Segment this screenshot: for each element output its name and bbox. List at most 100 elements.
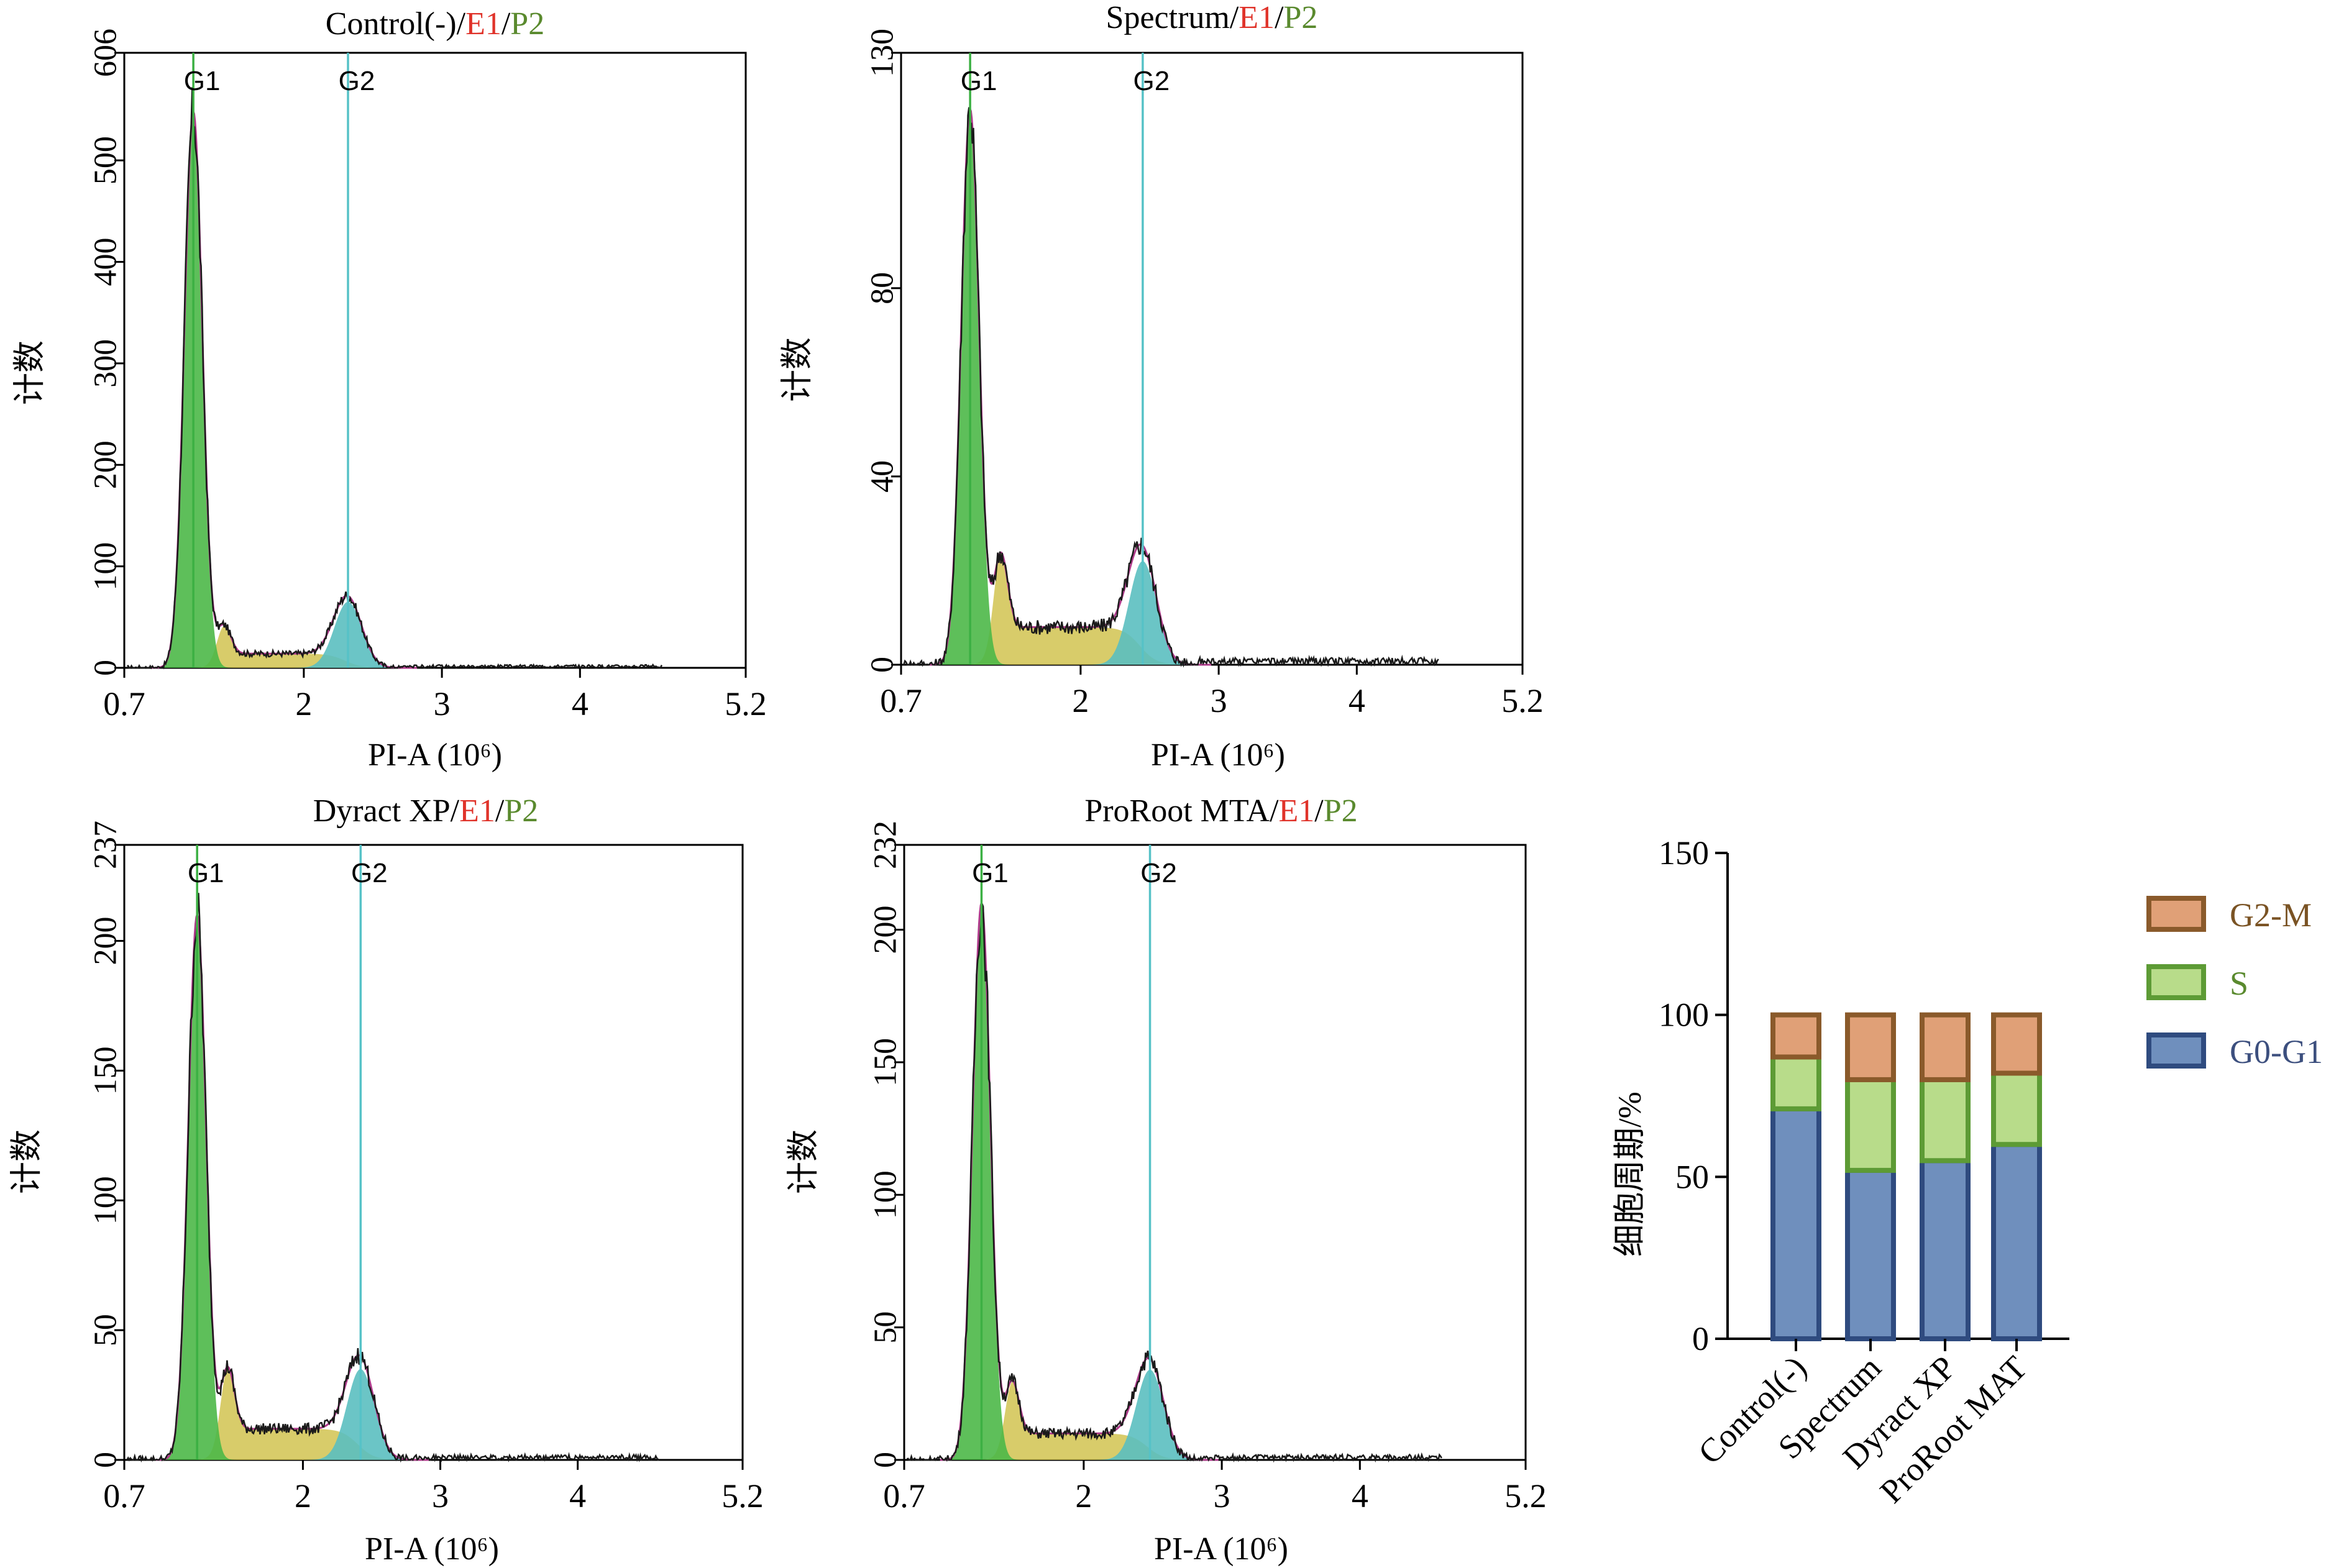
y-tick-label: 0 [1692,1320,1709,1357]
y-tick-label: 200 [88,917,124,965]
g2-gate-label: G2 [339,66,375,96]
x-tick-label: 2 [1072,682,1089,719]
bar-segment-s [1770,1054,1821,1111]
histogram-marks: 0.7 2 3 4 5.2 0 100 200 300 400 500 606 G1 G2 [88,29,767,722]
bar-segment-g0-g1 [1770,1106,1821,1342]
chart-title: Control(-)/E1/P2 [326,6,544,42]
y-tick-label: 200 [88,440,124,489]
s-phase-area [981,1382,1199,1460]
legend-label: S [2230,965,2248,1002]
title-p2: P2 [510,6,544,42]
y-tick-label: 150 [868,1038,904,1087]
x-tick-label: 3 [434,685,451,722]
y-tick-label: 40 [865,460,900,493]
x-tick-label: 4 [572,685,588,722]
y-tick-label: 300 [88,339,124,388]
title-e1: E1 [459,793,495,829]
x-tick-label: 2 [1075,1477,1092,1515]
y-tick-label: 0 [88,1452,124,1468]
g1-gate-label: G1 [184,66,221,96]
y-tick-label: 0 [868,1452,904,1468]
chart-title: Dyract XP/E1/P2 [313,793,539,829]
y-tick-label: 50 [88,1314,124,1346]
plot-frame [123,844,744,1461]
x-axis-label: PI-A (10⁶) [365,1531,499,1567]
y-axis-label: 计数 [12,340,48,405]
g1-gate-label: G1 [961,66,997,96]
y-tick-label: 500 [88,136,124,185]
x-axis-label: PI-A (10⁶) [1154,1531,1288,1567]
title-e1: E1 [1239,0,1275,35]
y-tick-label: 232 [868,821,904,869]
g2-gate-label: G2 [1133,66,1170,96]
y-tick-label: 100 [88,542,124,591]
histogram-line [127,87,663,670]
bar-segment-g2-m [1920,1012,1971,1082]
y-axis-label: 计数 [780,337,815,402]
x-axis-label: PI-A (10⁶) [1151,737,1285,773]
plot-frame [123,52,747,669]
y-tick-label: 100 [88,1176,124,1224]
legend-label: G2-M [2230,896,2312,934]
y-tick-label: 50 [1675,1158,1709,1195]
title-p2: P2 [504,793,538,829]
g2-gate-label: G2 [1140,858,1177,888]
legend-swatch [2146,1032,2206,1069]
histogram-control: 0.7 2 3 4 5.2 0 100 200 300 400 500 606 G1 G2 Control… [12,6,767,773]
x-tick-label: 4 [1352,1477,1368,1515]
x-tick-label: 5.2 [725,685,767,722]
bar-segment-g0-g1 [1845,1167,1896,1341]
g2-gate-label: G2 [351,858,388,888]
y-tick-label: 400 [88,238,124,286]
y-tick-label: 100 [1659,996,1709,1034]
bar-segment-s [1845,1077,1896,1173]
x-tick-label: 2 [295,685,312,722]
x-tick-label: 5.2 [1501,682,1544,719]
histogram-spectrum: 0.7 2 3 4 5.2 0 40 80 130 G1 G2 Spectrum/E1/P2 PI-… [780,0,1544,773]
g1-gate-label: G1 [188,858,224,888]
s-phase-area [193,626,396,668]
x-tick-label: 3 [432,1477,449,1515]
y-tick-label: 150 [88,1046,124,1095]
histogram-marks: 0.7 2 3 4 5.2 0 50 100 150 200 237 G1 G2 [88,821,764,1515]
title-p2: P2 [1324,793,1358,829]
legend-label: G0-G1 [2230,1033,2323,1070]
x-tick-label: 5.2 [1504,1477,1547,1515]
histogram-proroot-mta: 0.7 2 3 4 5.2 0 50 100 150 200 232 G1 G2 ProRoot MTA… [786,793,1547,1567]
bar-segment-s [1920,1077,1971,1164]
y-tick-label: 237 [88,821,124,869]
y-tick-label: 606 [88,29,124,77]
x-tick-label: 5.2 [721,1477,764,1515]
y-tick-label: 0 [88,660,124,676]
histogram-dyract-xp: 0.7 2 3 4 5.2 0 50 100 150 200 237 G1 G2 Dyract XP/E… [9,793,764,1567]
x-tick-label: 3 [1211,682,1227,719]
x-tick-label: 0.7 [880,682,922,719]
g1-gate-label: G1 [972,858,1009,888]
chart-title: Spectrum/E1/P2 [1106,0,1318,35]
histogram-marks: 0.7 2 3 4 5.2 0 50 100 150 200 232 G1 G2 [868,821,1547,1515]
title-p2: P2 [1284,0,1318,35]
histogram-line [903,107,1439,668]
plot-frame [900,52,1524,666]
x-tick-label: 4 [1348,682,1365,719]
y-axis-label: 计数 [9,1129,45,1194]
y-tick-label: 80 [865,272,900,304]
y-axis-label: 计数 [786,1129,822,1194]
s-phase-area [197,1368,409,1460]
y-tick-label: 100 [868,1170,904,1219]
y-axis-label: 细胞周期/% [1613,1092,1648,1257]
x-axis-label: PI-A (10⁶) [368,737,502,773]
bar-segment-s [1991,1070,2042,1147]
histogram-line [906,903,1442,1463]
y-tick-label: 150 [1659,834,1709,872]
bar-segment-g2-m [1770,1012,1821,1060]
bar-segment-g2-m [1845,1012,1896,1082]
histogram-marks: 0.7 2 3 4 5.2 0 40 80 130 G1 G2 [865,29,1544,719]
s-phase-area [970,554,1191,665]
x-tick-label: 0.7 [103,1477,145,1515]
title-e1: E1 [465,6,501,42]
x-tick-label: 4 [569,1477,586,1515]
